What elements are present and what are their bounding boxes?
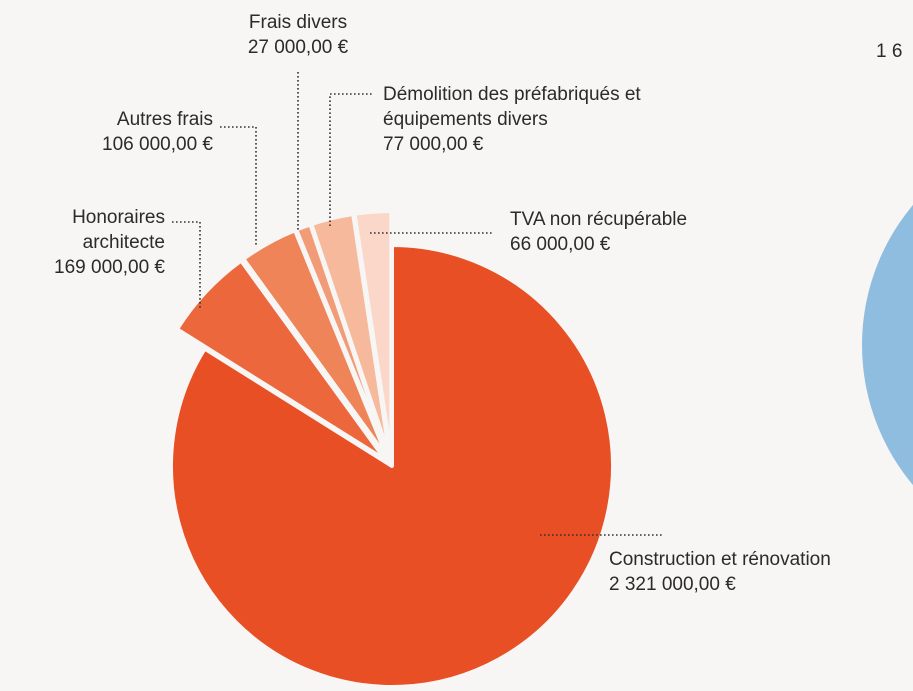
slice-value: 66 000,00 € [510,234,611,255]
slice-value: 2 321 000,00 € [609,574,736,595]
slice-value: 27 000,00 € [247,37,349,58]
slice-label: Honoraires architecte 169 000,00 € [25,205,165,280]
slice-name: Démolition des préfabriqués et équipemen… [383,84,641,130]
leader-line [172,221,201,308]
slice-label: Construction et rénovation 2 321 000,00 € [609,547,913,597]
leaders [172,72,662,536]
slice-label: Frais divers 27 000,00 € [198,10,398,60]
slice-value: 169 000,00 € [54,257,165,278]
pie-slice [352,209,394,460]
other-chart-circle [862,204,913,486]
pie-slice [174,258,388,462]
pie-slice [169,243,615,689]
slice-name: Frais divers [248,12,348,33]
leader-line [220,126,257,245]
slice-name: Honoraires architecte [72,207,165,253]
slice-label: TVA non récupérable 66 000,00 € [510,207,770,257]
clipped-label: 1 6 [876,41,902,62]
leader-line [329,93,372,226]
slice-value: 77 000,00 € [383,134,484,155]
slice-name: Autres frais [116,109,213,130]
slice-name: TVA non récupérable [510,209,688,230]
slice-label: Démolition des préfabriqués et équipemen… [383,82,683,157]
slice-value: 106 000,00 € [102,134,213,155]
slice-label: Autres frais 106 000,00 € [53,107,213,157]
slice-name: Construction et rénovation [609,549,831,570]
